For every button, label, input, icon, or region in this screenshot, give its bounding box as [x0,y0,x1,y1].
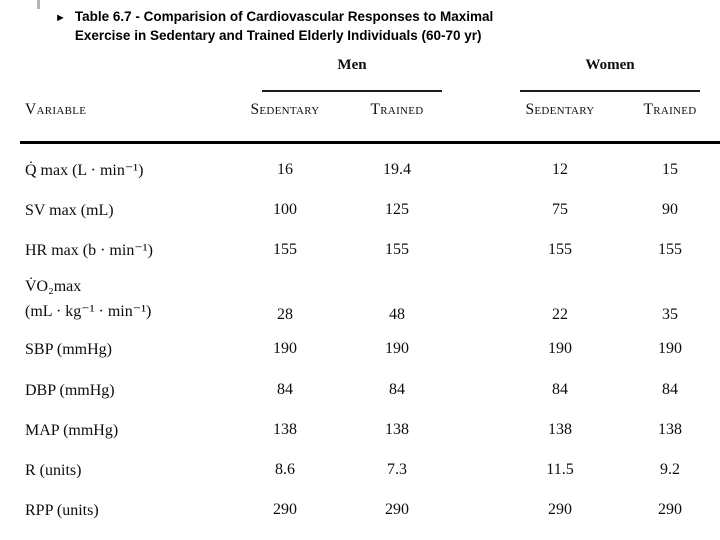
table-row-hrmax: HR max (b · min⁻¹) 155 155 155 155 [20,230,720,270]
value-men-trained: 138 [385,421,409,438]
table-row-map: MAP (mmHg) 138 138 138 138 [20,410,720,450]
value-men-sedentary: 138 [273,421,297,438]
column-header-variable: Variable [25,101,87,118]
row-label: V̇O₂max (mL · kg⁻¹ · min⁻¹) [20,274,240,324]
column-header-men-sedentary: Sedentary [250,101,320,118]
value-men-trained: 7.3 [387,461,407,478]
value-women-trained: 190 [658,340,682,357]
value-women-sedentary: 84 [552,381,568,398]
data-table: Men Women Variable Sedentary Trained Sed… [20,55,720,533]
header-rule [20,141,720,144]
value-men-trained: 155 [385,241,409,258]
value-men-sedentary: 155 [273,241,297,258]
value-women-trained: 84 [662,381,678,398]
value-men-sedentary: 8.6 [275,461,295,478]
value-men-trained: 125 [385,201,409,218]
value-women-sedentary: 190 [548,340,572,357]
row-label-line: V̇O₂max [25,278,82,295]
value-men-trained: 84 [389,381,405,398]
column-header-men-trained: Trained [370,101,424,118]
value-women-trained: 90 [662,201,678,218]
value-women-trained: 290 [658,501,682,518]
value-men-trained: 290 [385,501,409,518]
value-women-sedentary: 22 [552,306,568,323]
row-label-line: DBP (mmHg) [25,381,115,399]
bullet-triangle-icon: ► [55,12,66,24]
table-row-dbp: DBP (mmHg) 84 84 84 84 [20,370,720,410]
column-header-women-sedentary: Sedentary [525,101,595,118]
table-row-svmax: SV max (mL) 100 125 75 90 [20,190,720,230]
men-group-underline [262,90,442,92]
table-row-sbp: SBP (mmHg) 190 190 190 190 [20,328,720,370]
value-women-sedentary: 75 [552,201,568,218]
value-men-trained: 190 [385,340,409,357]
row-label-line: MAP (mmHg) [25,421,119,439]
title-line-2: Exercise in Sedentary and Trained Elderl… [74,27,482,43]
row-label-line: RPP (units) [25,501,99,519]
value-men-trained: 48 [389,306,405,323]
row-label: SBP (mmHg) [20,337,240,362]
row-label: SV max (mL) [20,198,240,223]
row-label: R (units) [20,458,240,483]
value-men-sedentary: 190 [273,340,297,357]
value-women-trained: 15 [662,161,678,178]
value-men-sedentary: 290 [273,501,297,518]
value-men-sedentary: 16 [277,161,293,178]
group-header-men: Men [337,57,367,73]
scan-artifact [37,0,40,9]
value-women-sedentary: 138 [548,421,572,438]
row-label: RPP (units) [20,498,240,523]
value-women-trained: 9.2 [660,461,680,478]
value-men-sedentary: 28 [277,306,293,323]
table-row-rpp: RPP (units) 290 290 290 290 [20,490,720,530]
value-women-trained: 35 [662,306,678,323]
value-men-sedentary: 100 [273,201,297,218]
slide-title-text: Table 6.7 - Comparision of Cardiovascula… [75,8,493,45]
column-gap [464,101,500,119]
table-row-qmax: Q̇ max (L · min⁻¹) 16 19.4 12 15 [20,150,720,190]
title-line-1: Table 6.7 - Comparision of Cardiovascula… [74,9,494,24]
row-label: HR max (b · min⁻¹) [20,238,240,263]
column-header-row: Variable Sedentary Trained Sedentary Tra… [20,101,720,119]
value-women-trained: 155 [658,241,682,258]
row-label-line: Q̇ max (L · min⁻¹) [25,161,144,179]
value-women-trained: 138 [658,421,682,438]
table-row-r: R (units) 8.6 7.3 11.5 9.2 [20,450,720,490]
table-row-vo2max: V̇O₂max (mL · kg⁻¹ · min⁻¹) 28 48 22 35 [20,270,720,328]
row-label: DBP (mmHg) [20,378,240,403]
column-group-women: Women [500,55,720,92]
slide-title: ► Table 6.7 - Comparision of Cardiovascu… [55,8,493,45]
column-header-women-trained: Trained [643,101,697,118]
row-label-line: SV max (mL) [25,201,114,219]
value-women-sedentary: 11.5 [546,461,574,478]
value-women-sedentary: 290 [548,501,572,518]
row-label: Q̇ max (L · min⁻¹) [20,158,240,183]
group-header-women: Women [585,57,635,73]
value-women-sedentary: 155 [548,241,572,258]
column-group-men: Men [240,55,464,92]
row-label-line: HR max (b · min⁻¹) [25,241,153,259]
value-men-sedentary: 84 [277,381,293,398]
table-body: Q̇ max (L · min⁻¹) 16 19.4 12 15 SV max … [20,150,720,530]
row-label: MAP (mmHg) [20,418,240,443]
women-group-underline [520,90,700,92]
row-label-line: R (units) [25,461,82,479]
value-men-trained: 19.4 [383,161,411,178]
row-label-line: SBP (mmHg) [25,340,112,358]
row-label-line: (mL · kg⁻¹ · min⁻¹) [25,303,152,320]
value-women-sedentary: 12 [552,161,568,178]
